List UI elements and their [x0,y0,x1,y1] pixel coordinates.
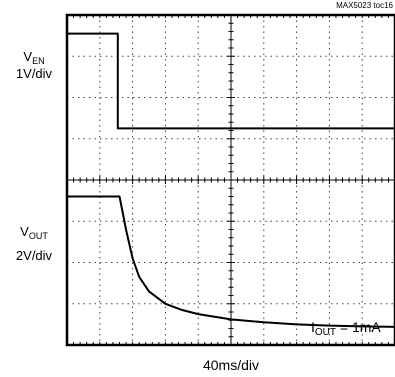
vout-scale-label: 2V/div [16,248,53,263]
trace-en [67,32,395,130]
trace-out [67,195,395,328]
ven-scale-label: 1V/div [16,66,53,81]
iout-annotation: IOUT = 1mA [311,319,381,338]
vout-label-name: VOUT [20,224,48,241]
plot-frame [65,13,395,347]
x-axis-label: 40ms/div [203,357,259,373]
waveform-traces [67,32,395,328]
trace-label-ven: VEN 1V/div [16,49,53,81]
figure-id-label: MAX5023 toc16 [336,1,393,10]
ven-label-name: VEN [23,49,44,66]
trace-label-vout: VOUT 2V/div [16,224,53,263]
grid [66,14,395,346]
